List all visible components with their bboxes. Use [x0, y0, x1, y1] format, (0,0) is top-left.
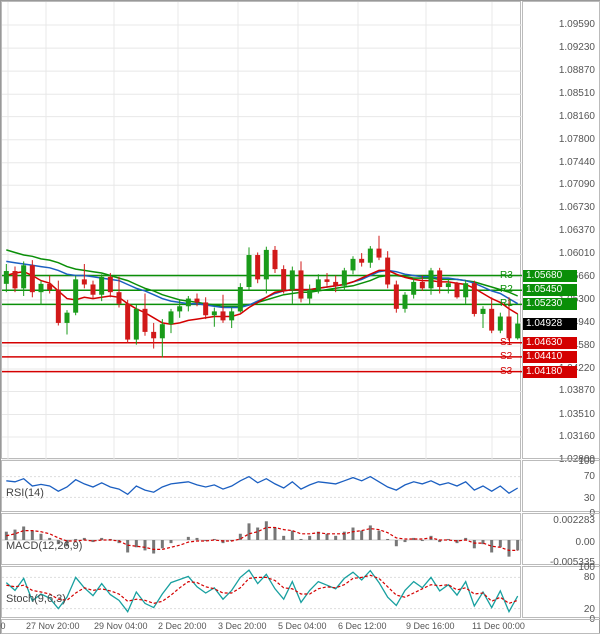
- stoch-svg: [2, 567, 522, 619]
- stoch-yaxis: 10080200: [522, 566, 600, 618]
- macd-yaxis: 0.0022830.00-0.005335: [522, 513, 600, 565]
- ytick-label: 1.09590: [559, 19, 595, 30]
- xtick-label: 29 Nov 04:00: [94, 621, 148, 631]
- stoch-ytick: 80: [584, 572, 595, 583]
- xtick-label: 9 Dec 16:00: [406, 621, 455, 631]
- ytick-label: 1.09230: [559, 42, 595, 53]
- ytick-label: 1.08510: [559, 88, 595, 99]
- xtick-label: 2 Dec 20:00: [158, 621, 207, 631]
- sr-price-tag-s2: 1.04410: [523, 351, 577, 363]
- ytick-label: 1.08870: [559, 65, 595, 76]
- rsi-ytick: 100: [578, 456, 595, 467]
- price-chart-svg: [2, 2, 522, 460]
- ytick-label: 1.07440: [559, 157, 595, 168]
- sr-label-r1: R1: [500, 298, 516, 309]
- ytick-label: 1.03160: [559, 431, 595, 442]
- xtick-label: 5 Dec 04:00: [278, 621, 327, 631]
- sr-label-r3: R3: [500, 270, 516, 281]
- ytick-label: 1.06010: [559, 248, 595, 259]
- macd-panel[interactable]: MACD(12,26,9): [1, 513, 521, 565]
- macd-ytick: 0.00: [576, 537, 595, 548]
- price-chart-panel[interactable]: R3 R2 R1 S1 S2 S3: [1, 1, 521, 459]
- sr-label-s1: S1: [500, 337, 516, 348]
- sr-label-r2: R2: [500, 284, 516, 295]
- sr-price-tag-r2: 1.05450: [523, 284, 577, 296]
- sr-price-tag-s1: 1.04630: [523, 337, 577, 349]
- ytick-label: 1.03510: [559, 409, 595, 420]
- xtick-label: 6 Dec 12:00: [338, 621, 387, 631]
- sr-price-tag-r3: 1.05680: [523, 270, 577, 282]
- chart-container: R3 R2 R1 S1 S2 S3 1.09590 1.09230 1.08870 1.0851…: [0, 0, 600, 634]
- sr-label-s3: S3: [500, 366, 516, 377]
- xtick-label: 2:00: [0, 621, 6, 631]
- stoch-panel[interactable]: Stoch(9,6,3): [1, 566, 521, 618]
- rsi-ytick: 70: [584, 471, 595, 482]
- rsi-label: RSI(14): [6, 487, 44, 499]
- ytick-label: 1.08160: [559, 111, 595, 122]
- stoch-label: Stoch(9,6,3): [6, 593, 66, 605]
- rsi-ytick: 30: [584, 493, 595, 504]
- xtick-label: 3 Dec 20:00: [218, 621, 267, 631]
- price-yaxis: 1.09590 1.09230 1.08870 1.08510 1.08160 1.078…: [522, 1, 600, 459]
- last-price-tag: 1.04928: [523, 318, 577, 330]
- rsi-yaxis: 10070300: [522, 460, 600, 512]
- ytick-label: 1.06730: [559, 202, 595, 213]
- rsi-panel[interactable]: RSI(14): [1, 460, 521, 512]
- rsi-svg: [2, 461, 522, 513]
- sr-price-tag-s3: 1.04180: [523, 366, 577, 378]
- xtick-label: 27 Nov 20:00: [26, 621, 80, 631]
- time-xaxis: 2:00 27 Nov 20:00 29 Nov 04:00 2 Dec 20:00 3…: [1, 619, 600, 634]
- ytick-label: 1.06370: [559, 225, 595, 236]
- sr-label-s2: S2: [500, 351, 516, 362]
- ytick-label: 1.03870: [559, 385, 595, 396]
- ytick-label: 1.07800: [559, 134, 595, 145]
- macd-ytick: 0.002283: [553, 515, 595, 526]
- sr-price-tag-r1: 1.05230: [523, 298, 577, 310]
- macd-label: MACD(12,26,9): [6, 540, 82, 552]
- ytick-label: 1.07090: [559, 179, 595, 190]
- xtick-label: 11 Dec 00:00: [472, 621, 525, 631]
